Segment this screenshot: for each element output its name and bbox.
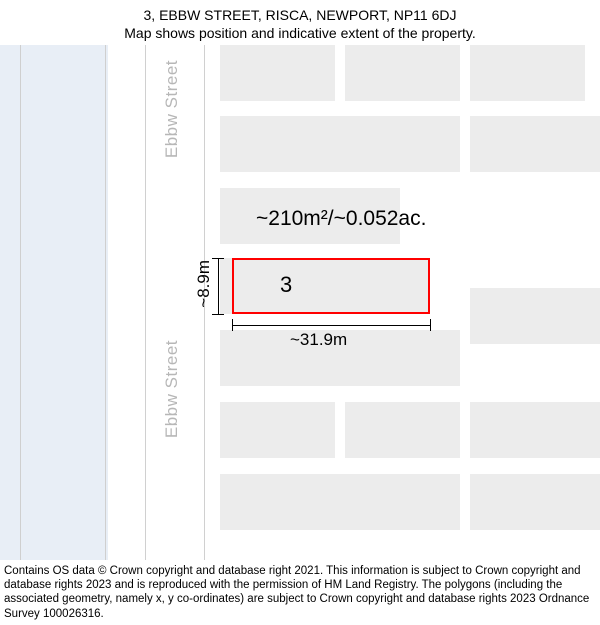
water-body xyxy=(0,45,108,560)
street-label-2: Ebbw Street xyxy=(162,340,182,438)
building xyxy=(220,474,460,530)
copyright-footer: Contains OS data © Crown copyright and d… xyxy=(4,564,596,622)
building xyxy=(470,45,585,101)
water-edge-right xyxy=(105,45,106,560)
dim-height-line xyxy=(218,258,219,314)
map-canvas: Ebbw Street Ebbw Street 3 ~210m²/~0.052a… xyxy=(0,0,600,560)
building xyxy=(220,45,335,101)
building xyxy=(220,402,335,458)
page-title: 3, EBBW STREET, RISCA, NEWPORT, NP11 6DJ xyxy=(0,6,600,24)
building xyxy=(345,402,460,458)
dim-width-tick-l xyxy=(232,319,233,331)
plot-number: 3 xyxy=(280,272,292,298)
property-highlight xyxy=(232,258,430,314)
building xyxy=(470,288,600,344)
street-label-1: Ebbw Street xyxy=(162,60,182,158)
dim-width-tick-r xyxy=(430,319,431,331)
building xyxy=(470,116,600,172)
water-edge-left xyxy=(20,45,21,560)
dim-width-line xyxy=(232,325,430,326)
area-label: ~210m²/~0.052ac. xyxy=(256,207,426,231)
page-subtitle: Map shows position and indicative extent… xyxy=(0,24,600,42)
dim-width-label: ~31.9m xyxy=(290,330,347,350)
building xyxy=(220,116,460,172)
header: 3, EBBW STREET, RISCA, NEWPORT, NP11 6DJ… xyxy=(0,0,600,42)
dim-height-label: ~8.9m xyxy=(194,260,214,308)
dim-height-tick-b xyxy=(212,314,224,315)
building xyxy=(470,474,600,530)
building xyxy=(470,402,600,458)
building xyxy=(345,45,460,101)
dim-height-tick-t xyxy=(212,258,224,259)
